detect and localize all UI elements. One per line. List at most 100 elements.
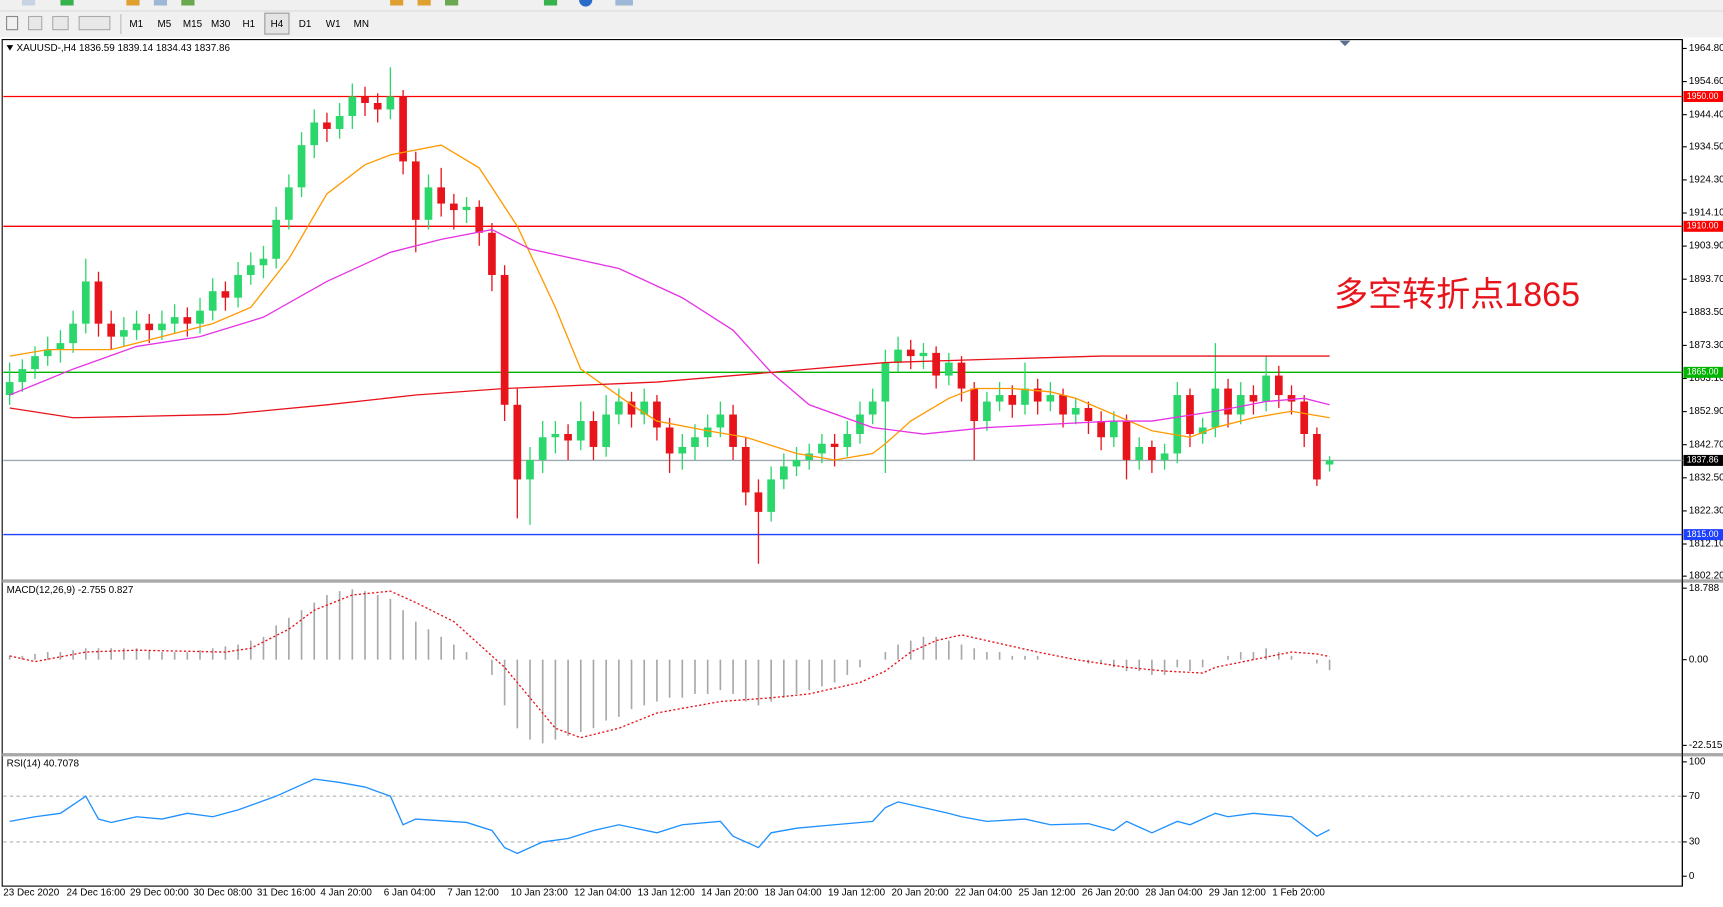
- candle-body: [310, 122, 319, 146]
- icon[interactable]: [6, 15, 19, 31]
- candle-body: [564, 433, 572, 441]
- candle-body: [145, 323, 154, 331]
- timeframe-button[interactable]: H4: [271, 19, 284, 30]
- chart-title: XAUUSD-,H4 1836.59 1839.14 1834.43 1837.…: [16, 43, 230, 54]
- candle-body: [957, 362, 966, 389]
- candle-body: [500, 274, 509, 405]
- candle-body: [843, 433, 852, 447]
- candle-body: [1008, 395, 1017, 405]
- candle-body: [1173, 395, 1182, 454]
- candle-body: [259, 258, 268, 266]
- candle-body: [335, 115, 344, 129]
- candle-body: [361, 96, 369, 103]
- y-tick-label: 1893.70: [1689, 274, 1723, 285]
- candle-body: [69, 323, 77, 344]
- x-tick-label: 24 Dec 16:00: [67, 887, 126, 898]
- candle-body: [779, 466, 788, 480]
- candle-body: [919, 352, 928, 357]
- timeframe-button[interactable]: M15: [183, 19, 203, 30]
- y-tick-label: 1924.30: [1689, 175, 1723, 186]
- timeframe-button[interactable]: MN: [354, 19, 369, 30]
- x-tick-label: 10 Jan 23:00: [511, 887, 569, 898]
- timeframe-button[interactable]: D1: [299, 19, 312, 30]
- timeframe-button[interactable]: H1: [242, 19, 255, 30]
- candle-body: [551, 433, 560, 438]
- shapes-tool[interactable]: [78, 15, 111, 31]
- candle-body: [1262, 375, 1270, 402]
- candle-body: [158, 323, 166, 331]
- candle-body: [272, 219, 281, 259]
- candle-body: [450, 203, 458, 211]
- candle-body: [5, 382, 14, 396]
- candle-body: [894, 349, 902, 363]
- candle-body: [1300, 401, 1309, 434]
- candle-body: [488, 232, 496, 275]
- y-tick-label: 1914.10: [1689, 208, 1723, 219]
- candle-body: [1211, 388, 1220, 428]
- candle-body: [653, 401, 661, 428]
- y-tick-label: 70: [1689, 791, 1700, 802]
- timeframe-button[interactable]: W1: [326, 19, 341, 30]
- y-tick-label: 100: [1689, 756, 1706, 767]
- price-box-label: 1865.00: [1687, 367, 1719, 377]
- icon: [153, 0, 168, 6]
- x-tick-label: 4 Jan 20:00: [320, 887, 372, 898]
- y-tick-label: 18.788: [1689, 583, 1720, 594]
- x-tick-label: 18 Jan 04:00: [765, 887, 823, 898]
- timeframe-button[interactable]: M30: [211, 19, 231, 30]
- x-tick-label: 6 Jan 04:00: [384, 887, 436, 898]
- candle-body: [297, 145, 306, 188]
- indicator-line: [9, 590, 1330, 739]
- timeframe-button[interactable]: M1: [129, 19, 143, 30]
- candle-body: [1287, 395, 1296, 402]
- candle-body: [615, 401, 623, 415]
- candle-body: [1325, 460, 1334, 465]
- timeframe-button[interactable]: M5: [158, 19, 172, 30]
- label-tool[interactable]: [52, 15, 69, 31]
- candle-body: [526, 459, 534, 480]
- price-box-label: 1837.86: [1687, 455, 1719, 465]
- candle-body: [1071, 408, 1080, 415]
- candle-body: [1186, 395, 1194, 434]
- candle-body: [1097, 421, 1105, 438]
- indicator-line: [9, 144, 1330, 461]
- candle-body: [1313, 433, 1321, 480]
- candle-body: [640, 401, 649, 415]
- candle-body: [285, 187, 293, 220]
- candle-body: [589, 421, 598, 447]
- x-tick-label: 13 Jan 12:00: [638, 887, 696, 898]
- y-tick-label: 0.00: [1689, 654, 1709, 665]
- candle-body: [348, 96, 357, 116]
- y-tick-label: 1883.50: [1689, 307, 1723, 318]
- annotation: 多空转折点1865: [1334, 276, 1580, 314]
- icon: [543, 0, 558, 6]
- icon: [390, 0, 404, 6]
- icon: [21, 0, 36, 6]
- y-tick-label: 1944.40: [1689, 109, 1723, 120]
- candle-body: [1135, 446, 1144, 460]
- candle-body: [983, 401, 991, 422]
- candle-body: [729, 414, 737, 447]
- candle-body: [411, 161, 420, 220]
- x-tick-label: 20 Jan 20:00: [891, 887, 949, 898]
- candle-body: [132, 323, 141, 331]
- indicator-line: [9, 228, 1330, 435]
- candle-body: [43, 349, 52, 357]
- candle-body: [221, 291, 230, 298]
- candle-body: [31, 356, 39, 370]
- text-tool[interactable]: [28, 15, 43, 31]
- toolbar-icons: [6, 0, 633, 35]
- timeframe-bar: M1 M5 M15 M30 H1 H4 D1 W1 MN: [129, 19, 369, 30]
- candle-body: [234, 274, 242, 298]
- candle-body: [665, 427, 674, 454]
- candle-body: [792, 459, 801, 467]
- x-tick-label: 26 Jan 20:00: [1082, 887, 1140, 898]
- y-tick-label: 1822.30: [1689, 506, 1723, 517]
- x-tick-label: 30 Dec 08:00: [193, 887, 252, 898]
- candle-body: [830, 443, 839, 447]
- candle-body: [1148, 446, 1156, 460]
- icon: [126, 0, 140, 6]
- x-tick-label: 7 Jan 12:00: [447, 887, 499, 898]
- candle-body: [1122, 421, 1131, 460]
